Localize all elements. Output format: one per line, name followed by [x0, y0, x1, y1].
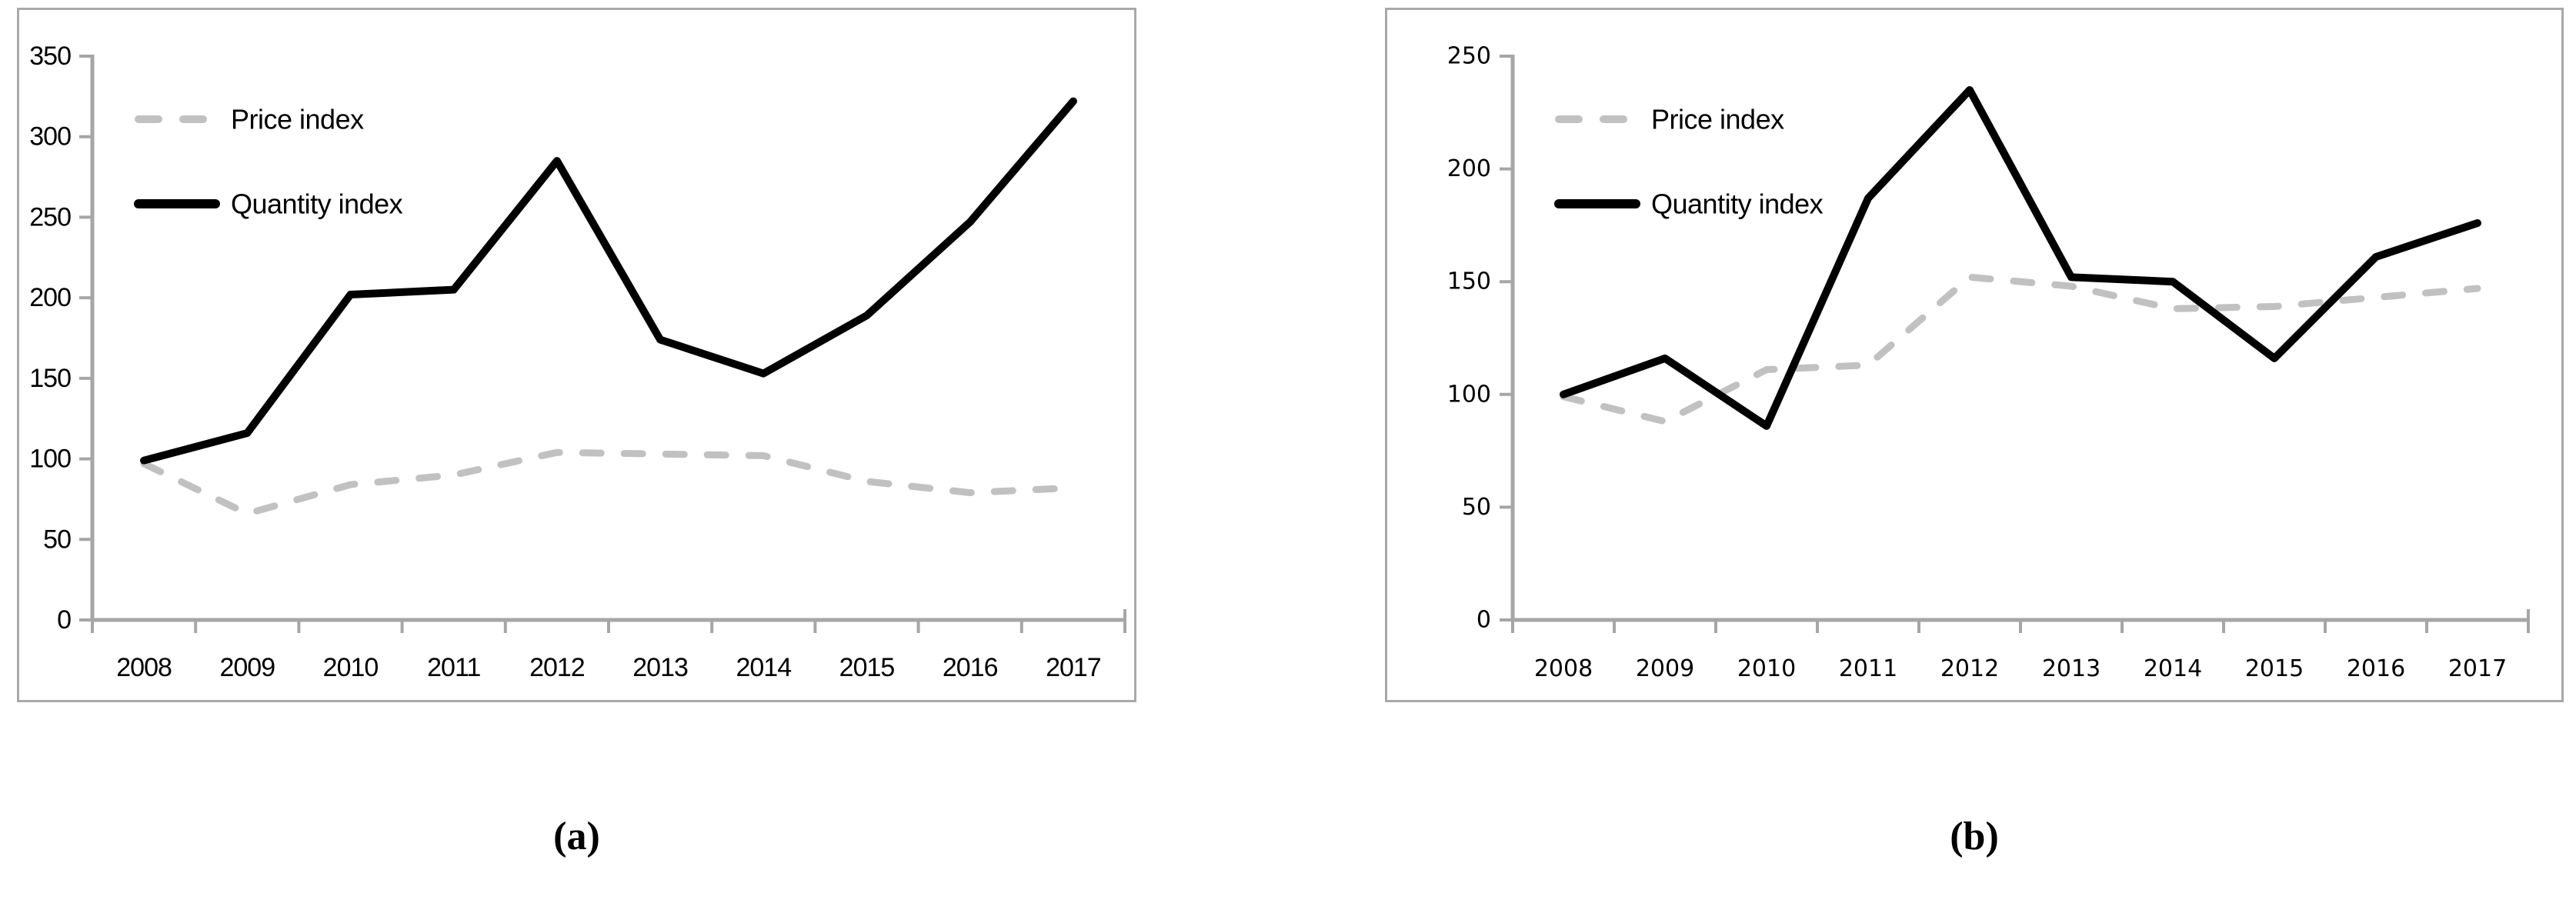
x-tick-label: 2011 — [1839, 655, 1897, 682]
x-tick-label: 2014 — [736, 653, 791, 682]
legend-label: Price index — [231, 104, 364, 135]
line-chart-a: 0 50 100 150 200 250 300 350 2008 2009 2010 2011 201… — [29, 42, 1126, 682]
chart-panel-a: 0 50 100 150 200 250 300 350 2008 2009 2010 2011 201… — [17, 8, 1136, 702]
y-tick-label: 250 — [29, 202, 71, 232]
chart-panel-b: 0 50 100 150 200 250 2008 2009 2010 2011 2012 2013 2… — [1385, 8, 2564, 702]
x-tick-label: 2017 — [2448, 655, 2507, 682]
x-tick-label: 2015 — [2245, 655, 2304, 682]
y-tick-label: 200 — [1447, 155, 1491, 182]
y-tick-label: 250 — [1447, 43, 1491, 70]
legend-label: Quantity index — [1651, 188, 1824, 220]
x-tick-label: 2016 — [2347, 655, 2405, 682]
x-tick-label: 2011 — [427, 653, 480, 682]
caption-b: (b) — [1950, 815, 1999, 858]
y-tick-label: 100 — [29, 445, 71, 474]
caption-a: (a) — [553, 815, 600, 858]
series-price-index-line — [140, 448, 1077, 518]
y-tick-label: 100 — [1447, 381, 1491, 408]
y-tick-label: 300 — [29, 122, 71, 152]
y-tick-labels: 0 50 100 150 200 250 — [1447, 43, 1491, 634]
x-tick-label: 2008 — [116, 653, 172, 682]
y-tick-label: 200 — [29, 283, 71, 312]
y-tick-label: 350 — [29, 42, 71, 71]
x-tick-label: 2013 — [632, 653, 688, 682]
x-tick-label: 2009 — [1636, 655, 1694, 682]
x-tick-label: 2016 — [943, 653, 998, 682]
x-tick-label: 2009 — [219, 653, 275, 682]
x-tick-label: 2008 — [1534, 655, 1593, 682]
legend: Price index Quantity index — [1554, 104, 1824, 220]
y-tick-label: 0 — [1477, 607, 1491, 634]
legend-label: Price index — [1651, 104, 1784, 135]
legend: Price index Quantity index — [134, 104, 403, 220]
series-quantity-index-line — [140, 97, 1077, 465]
x-tick-labels: 2008 2009 2010 2011 2012 2013 2014 2015 2016 2017 — [116, 653, 1102, 682]
x-tick-label: 2010 — [1737, 655, 1796, 682]
y-tick-labels: 0 50 100 150 200 250 300 350 — [29, 42, 72, 635]
legend-label: Quantity index — [231, 188, 403, 220]
y-tick-label: 150 — [1447, 268, 1491, 295]
x-tick-label: 2017 — [1046, 653, 1101, 682]
y-tick-label: 150 — [29, 364, 71, 393]
x-tick-labels: 2008 2009 2010 2011 2012 2013 2014 2015 2016 2017 — [1534, 655, 2507, 682]
series-quantity-index-line — [1560, 85, 2481, 430]
x-tick-label: 2010 — [323, 653, 379, 682]
y-tick-label: 50 — [43, 525, 71, 554]
y-tick-label: 0 — [57, 605, 71, 635]
x-tick-label: 2012 — [529, 653, 585, 682]
x-tick-label: 2015 — [839, 653, 895, 682]
x-tick-label: 2014 — [2144, 655, 2202, 682]
y-tick-label: 50 — [1462, 494, 1491, 521]
axes — [1500, 55, 2530, 633]
x-tick-label: 2013 — [2042, 655, 2101, 682]
series-price-index-line — [1560, 273, 2481, 425]
axes — [79, 55, 1126, 633]
x-tick-label: 2012 — [1940, 655, 1999, 682]
